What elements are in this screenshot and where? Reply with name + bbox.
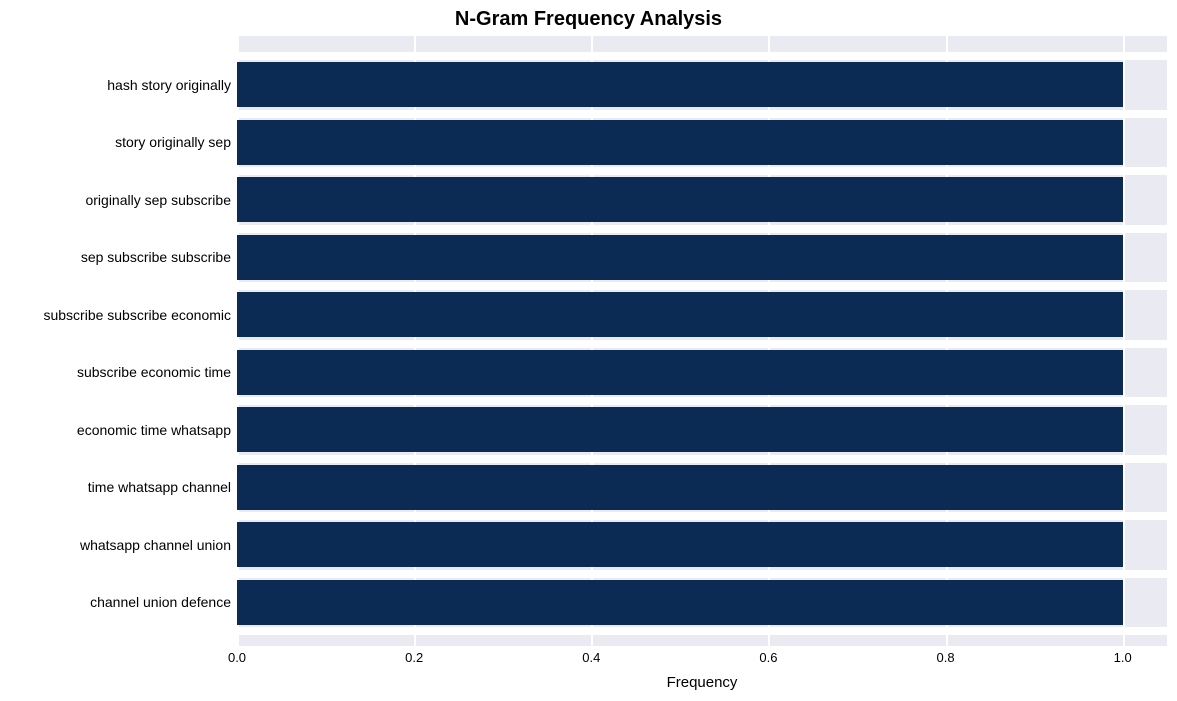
bar (237, 407, 1123, 452)
x-tick-label: 0.8 (937, 650, 955, 665)
y-tick-label: story originally sep (115, 134, 231, 150)
bar (237, 177, 1123, 222)
y-tick-label: sep subscribe subscribe (81, 249, 231, 265)
ngram-bar-chart: N-Gram Frequency Analysis Frequency hash… (0, 0, 1177, 701)
plot-area (237, 36, 1167, 646)
band-gap (237, 282, 1167, 290)
x-tick-label: 1.0 (1114, 650, 1132, 665)
y-tick-label: economic time whatsapp (77, 422, 231, 438)
x-tick-label: 0.4 (582, 650, 600, 665)
bar (237, 235, 1123, 280)
y-tick-label: originally sep subscribe (85, 192, 231, 208)
y-tick-label: hash story originally (107, 77, 231, 93)
chart-title: N-Gram Frequency Analysis (0, 8, 1177, 31)
x-tick-label: 0.2 (405, 650, 423, 665)
bar (237, 580, 1123, 625)
bar (237, 465, 1123, 510)
band-gap (237, 455, 1167, 463)
band-gap (237, 397, 1167, 405)
bar (237, 120, 1123, 165)
band-gap (237, 167, 1167, 175)
band-gap (237, 570, 1167, 578)
band-gap (237, 225, 1167, 233)
y-tick-label: time whatsapp channel (88, 479, 231, 495)
bar (237, 350, 1123, 395)
band-gap (237, 627, 1167, 635)
bar (237, 292, 1123, 337)
x-axis-label: Frequency (237, 674, 1167, 691)
band-gap (237, 110, 1167, 118)
bar (237, 522, 1123, 567)
band-gap (237, 52, 1167, 60)
band-gap (237, 512, 1167, 520)
band-gap (237, 340, 1167, 348)
y-tick-label: channel union defence (90, 594, 231, 610)
y-tick-label: whatsapp channel union (80, 537, 231, 553)
bar (237, 62, 1123, 107)
x-tick-label: 0.0 (228, 650, 246, 665)
x-gridline (1123, 36, 1125, 646)
y-tick-label: subscribe subscribe economic (43, 307, 231, 323)
x-tick-label: 0.6 (759, 650, 777, 665)
y-tick-label: subscribe economic time (77, 364, 231, 380)
